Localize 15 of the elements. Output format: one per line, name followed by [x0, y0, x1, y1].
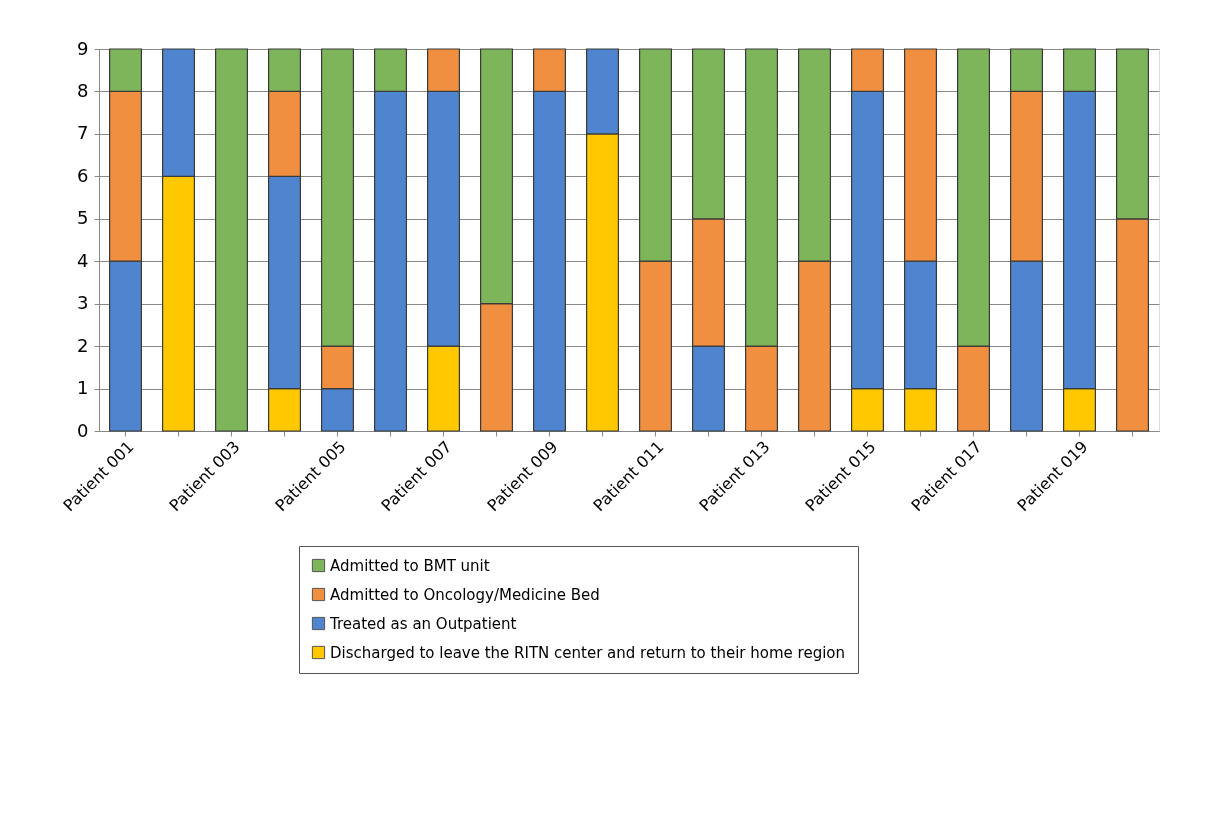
y-tick-label: 6: [77, 164, 89, 186]
y-tick-label: 3: [77, 292, 89, 314]
y-tick-label: 2: [77, 334, 89, 356]
y-tick-label: 9: [77, 37, 89, 59]
legend-label: Admitted to Oncology/Medicine Bed: [330, 585, 600, 604]
bar: [215, 48, 248, 432]
y-tick-label: 0: [77, 419, 89, 441]
y-tick-label: 5: [77, 207, 89, 229]
y-tick-label: 4: [77, 249, 89, 271]
y-tick-label: 8: [77, 79, 89, 101]
legend-label: Discharged to leave the RITN center and return to their home region: [330, 643, 846, 662]
legend-label: Treated as an Outpatient: [329, 614, 517, 633]
y-tick-label: 1: [77, 377, 89, 399]
y-tick-label: 7: [77, 122, 89, 144]
legend-label: Admitted to BMT unit: [330, 556, 490, 575]
